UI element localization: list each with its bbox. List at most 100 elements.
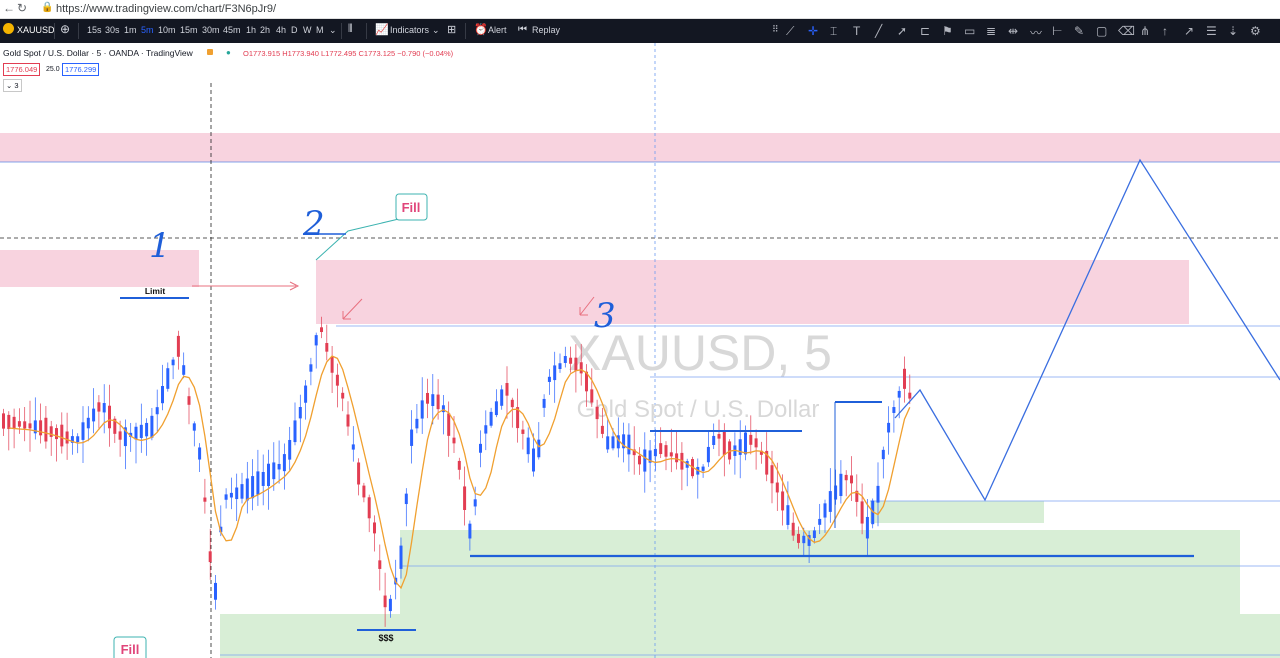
candle-body[interactable] (166, 368, 170, 389)
candle-body[interactable] (118, 431, 122, 440)
note-icon[interactable]: ▭ (964, 24, 976, 38)
candle-body[interactable] (574, 357, 578, 371)
candle-body[interactable] (653, 448, 657, 457)
interval-10m[interactable]: 10m (158, 25, 176, 35)
alert-button[interactable]: Alert (488, 25, 507, 35)
candle-body[interactable] (55, 428, 58, 440)
series-title[interactable]: Gold Spot / U.S. Dollar · 5 · OANDA · Tr… (3, 48, 193, 58)
candle-body[interactable] (346, 414, 350, 427)
candle-body[interactable] (860, 501, 864, 524)
curve-icon[interactable]: ↗ (1184, 24, 1195, 38)
candle-body[interactable] (44, 417, 48, 442)
demand-zone-bottom[interactable] (220, 614, 1280, 658)
candle-body[interactable] (357, 462, 361, 485)
drag-handle-icon[interactable]: ⠿ (772, 24, 779, 34)
candle-body[interactable] (569, 357, 573, 364)
candle-body[interactable] (659, 443, 663, 455)
candle-body[interactable] (903, 368, 906, 389)
more-drawings-icon[interactable]: ☰ (1206, 24, 1217, 38)
candle-body[interactable] (60, 424, 64, 447)
candle-body[interactable] (309, 364, 313, 372)
candle-body[interactable] (335, 374, 339, 386)
ruler-icon[interactable]: ⇹ (1008, 24, 1019, 38)
candle-body[interactable] (229, 492, 233, 498)
candle-body[interactable] (447, 413, 451, 436)
indicators-dropdown-icon[interactable]: ⌄ (432, 25, 440, 35)
interval-30m[interactable]: 30m (202, 25, 220, 35)
candle-body[interactable] (415, 418, 419, 429)
candle-body[interactable] (81, 422, 85, 440)
candle-body[interactable] (17, 421, 21, 427)
candle-body[interactable] (834, 485, 838, 500)
candle-body[interactable] (33, 420, 37, 434)
candle-body[interactable] (28, 423, 32, 429)
candle-body[interactable] (802, 535, 806, 544)
url-text[interactable]: https://www.tradingview.com/chart/F3N6pJ… (56, 3, 277, 15)
candle-body[interactable] (500, 389, 504, 406)
candle-body[interactable] (855, 490, 859, 502)
candle-body[interactable] (744, 432, 747, 455)
candle-body[interactable] (23, 421, 27, 429)
indicators-button[interactable]: Indicators (390, 25, 430, 35)
candle-body[interactable] (595, 406, 599, 420)
channel-icon[interactable]: ≣ (986, 24, 997, 38)
candle-body[interactable] (887, 422, 891, 433)
interval-m[interactable]: M (316, 25, 324, 35)
candle-body[interactable] (468, 523, 472, 539)
candle-body[interactable] (176, 335, 180, 357)
candle-body[interactable] (277, 463, 281, 470)
candle-body[interactable] (590, 389, 594, 403)
fill-callout-top[interactable] (395, 193, 428, 221)
supply-zone-top[interactable] (0, 133, 1280, 162)
candle-body[interactable] (102, 403, 106, 413)
candle-body[interactable] (675, 453, 679, 463)
compare-symbol-icon[interactable]: ⊕ (60, 22, 71, 36)
candle-body[interactable] (436, 394, 440, 410)
candle-body[interactable] (187, 396, 191, 405)
moving-average-line[interactable] (8, 355, 911, 590)
candle-body[interactable] (282, 454, 286, 472)
candle-body[interactable] (208, 551, 212, 563)
candle-body[interactable] (251, 476, 255, 499)
settings-gear-icon[interactable]: ⚙ (1250, 24, 1261, 38)
candle-body[interactable] (129, 432, 133, 438)
line-tool-icon[interactable]: ╱ (875, 24, 883, 38)
candle-body[interactable] (123, 427, 127, 447)
candle-body[interactable] (420, 400, 424, 419)
demand-zone-main[interactable] (400, 530, 1240, 626)
layouts-icon[interactable]: ⊞ (447, 24, 457, 36)
sell-price-button[interactable]: 1776.049 (3, 63, 41, 76)
candle-body[interactable] (865, 516, 869, 539)
candle-body[interactable] (139, 424, 143, 438)
candle-body[interactable] (600, 425, 604, 434)
candle-body[interactable] (39, 420, 43, 436)
liquidity-label[interactable]: $$$ (378, 633, 393, 643)
candle-body[interactable] (791, 522, 795, 536)
candle-body[interactable] (844, 474, 848, 481)
candle-body[interactable] (881, 449, 885, 460)
measure-icon[interactable]: ⊢ (1052, 24, 1063, 38)
interval-45m[interactable]: 45m (223, 25, 241, 35)
trend-tool-icon[interactable]: ⟋ (786, 24, 795, 38)
candle-body[interactable] (850, 475, 853, 484)
candlestick-series[interactable] (2, 316, 912, 627)
crosshair-icon[interactable]: ✛ (808, 24, 819, 38)
candle-body[interactable] (155, 407, 159, 415)
candle-body[interactable] (457, 460, 461, 470)
candle-body[interactable] (145, 422, 149, 437)
candle-body[interactable] (489, 411, 493, 426)
candle-body[interactable] (563, 356, 567, 363)
interval-30s[interactable]: 30s (105, 25, 120, 35)
text-tool-icon[interactable]: T (853, 24, 861, 38)
candle-body[interactable] (431, 394, 435, 407)
candle-body[interactable] (7, 414, 11, 430)
interval-w[interactable]: W (303, 25, 312, 35)
cursor-icon[interactable]: ➚ (897, 24, 908, 38)
pitchfork-icon[interactable]: ⋔ (1140, 24, 1151, 38)
brush-icon[interactable]: ✎ (1074, 24, 1085, 38)
replay-button[interactable]: Replay (532, 25, 561, 35)
candle-body[interactable] (558, 363, 562, 370)
candle-body[interactable] (378, 560, 382, 569)
candle-body[interactable] (404, 493, 408, 505)
candle-type-icon[interactable]: ⫴ (348, 23, 353, 35)
